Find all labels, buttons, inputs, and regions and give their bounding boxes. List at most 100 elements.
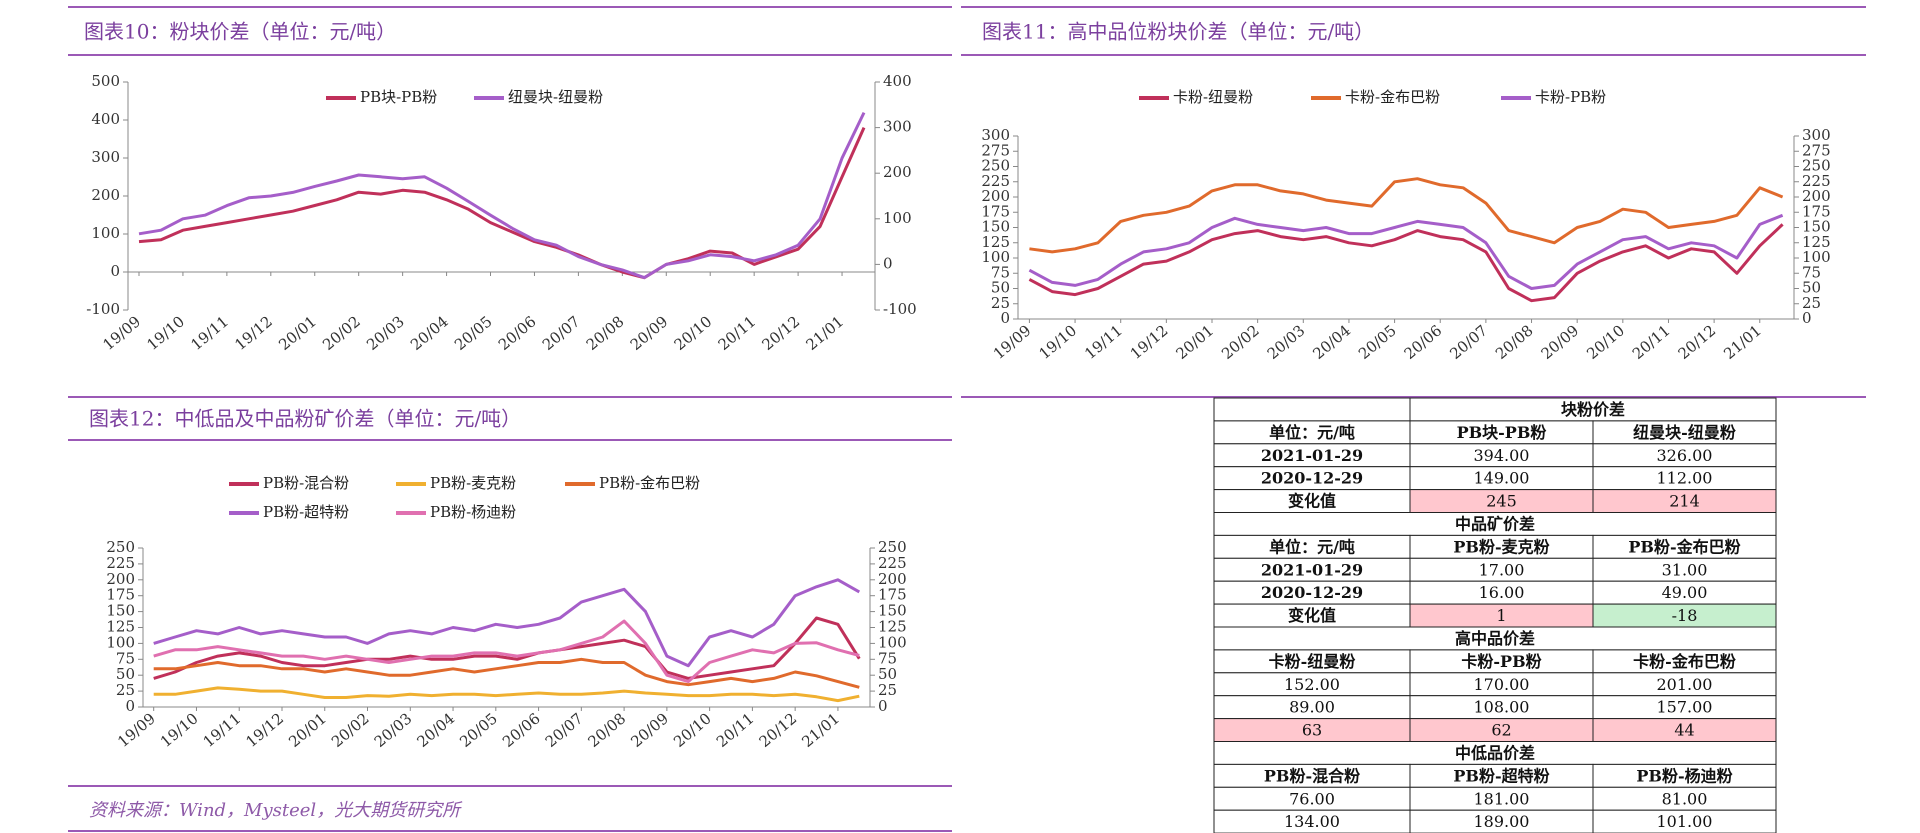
table-cell-text: 157.00 <box>1657 698 1713 717</box>
table-cell-text: 76.00 <box>1289 789 1335 808</box>
table-cell-text: 245 <box>1486 492 1517 511</box>
y-tick-label: 250 <box>981 157 1010 175</box>
y2-tick-label: 250 <box>878 538 907 556</box>
x-tick-label: 20/08 <box>583 312 628 354</box>
y-tick-label: 50 <box>116 665 135 683</box>
table-cell-text: 高中品价差 <box>1455 629 1535 648</box>
y2-tick-label: 300 <box>1802 126 1831 144</box>
y2-tick-label: 275 <box>1802 141 1831 159</box>
table-cell-text: 89.00 <box>1289 698 1335 717</box>
y-tick-label: 75 <box>116 649 135 667</box>
y2-tick-label: 225 <box>878 554 907 572</box>
y2-tick-label: 75 <box>878 649 897 667</box>
table-cell-text: 31.00 <box>1662 560 1708 579</box>
y-tick-label: 225 <box>106 554 135 572</box>
table-cell-text: 卡粉-PB粉 <box>1461 652 1541 671</box>
x-tick-label: 20/06 <box>499 709 544 751</box>
x-tick-label: 20/03 <box>363 312 408 354</box>
table-cell-text: PB粉-混合粉 <box>1264 766 1360 785</box>
y2-tick-label: 200 <box>1802 187 1831 205</box>
legend-label: 卡粉-纽曼粉 <box>1173 88 1253 106</box>
x-tick-label: 20/05 <box>451 312 496 354</box>
table-cell-text: 63 <box>1302 721 1322 740</box>
table-cell-text: 181.00 <box>1474 789 1530 808</box>
table-cell-text: 卡粉-纽曼粉 <box>1269 652 1356 671</box>
y2-tick-label: 175 <box>1802 202 1831 220</box>
table-cell-text: 49.00 <box>1662 583 1708 602</box>
y2-tick-label: 400 <box>883 72 912 90</box>
y-tick-label: 225 <box>981 172 1010 190</box>
y-tick-label: -100 <box>86 300 120 318</box>
y2-tick-label: 25 <box>1802 294 1821 312</box>
table-cell-text: 纽曼块-纽曼粉 <box>1633 423 1736 442</box>
legend-label: 纽曼块-纽曼粉 <box>508 88 603 106</box>
x-tick-label: 20/04 <box>1309 321 1354 363</box>
table-cell-text: 单位：元/吨 <box>1269 423 1355 442</box>
chart-title: 图表12：中低品及中品粉矿价差（单位：元/吨） <box>89 407 521 431</box>
y2-tick-label: 125 <box>878 618 907 636</box>
x-tick-label: 20/02 <box>328 709 373 751</box>
legend-label: PB粉-杨迪粉 <box>430 503 516 521</box>
table-cell-text: 卡粉-金布巴粉 <box>1633 652 1736 671</box>
x-tick-label: 19/10 <box>157 709 202 751</box>
y2-tick-label: -100 <box>883 300 917 318</box>
y-tick-label: 150 <box>106 602 135 620</box>
y-tick-label: 200 <box>106 570 135 588</box>
y2-tick-label: 100 <box>883 209 912 227</box>
x-tick-label: 20/09 <box>627 709 672 751</box>
x-tick-label: 19/11 <box>1081 321 1126 363</box>
x-tick-label: 20/10 <box>1583 321 1628 363</box>
series-line <box>153 686 860 703</box>
y-tick-label: 0 <box>1000 309 1010 327</box>
table-cell-text: 变化值 <box>1288 606 1336 625</box>
x-tick-label: 20/07 <box>1446 321 1491 363</box>
x-tick-label: 19/12 <box>1127 321 1172 363</box>
table-cell-text: 108.00 <box>1474 698 1530 717</box>
series-line <box>1028 213 1784 290</box>
y2-tick-label: 50 <box>1802 279 1821 297</box>
y-tick-label: 75 <box>991 263 1010 281</box>
x-tick-label: 20/11 <box>1629 321 1674 363</box>
series-line <box>153 619 860 684</box>
x-tick-label: 20/12 <box>759 312 804 354</box>
y-tick-label: 250 <box>106 538 135 556</box>
y2-tick-label: 125 <box>1802 233 1831 251</box>
table-cell-text: 201.00 <box>1657 675 1713 694</box>
legend-label: PB粉-超特粉 <box>263 503 349 521</box>
table-cell-text: 81.00 <box>1662 789 1708 808</box>
x-tick-label: 20/11 <box>715 312 760 354</box>
x-tick-label: 20/01 <box>1172 321 1217 363</box>
table-cell <box>1213 397 1411 422</box>
table-cell-text: 块粉价差 <box>1561 400 1625 419</box>
series-line <box>138 111 866 280</box>
y2-tick-label: 200 <box>878 570 907 588</box>
x-tick-label: 20/12 <box>1675 321 1720 363</box>
x-tick-label: 19/11 <box>200 709 245 751</box>
y2-tick-label: 175 <box>878 586 907 604</box>
table-cell-text: PB块-PB粉 <box>1457 423 1547 442</box>
table-cell-text: 326.00 <box>1657 446 1713 465</box>
x-tick-label: 20/04 <box>413 709 458 751</box>
y-tick-label: 125 <box>981 233 1010 251</box>
y-tick-label: 25 <box>991 294 1010 312</box>
table-cell-text: 214 <box>1669 492 1700 511</box>
x-tick-label: 20/11 <box>713 709 758 751</box>
y2-tick-label: 150 <box>878 602 907 620</box>
x-tick-label: 19/09 <box>990 321 1035 363</box>
y2-tick-label: 225 <box>1802 172 1831 190</box>
x-tick-label: 21/01 <box>1720 321 1765 363</box>
table-cell-text: 17.00 <box>1479 560 1525 579</box>
y2-tick-label: 0 <box>883 254 893 272</box>
y-tick-label: 200 <box>981 187 1010 205</box>
y-tick-label: 500 <box>91 72 120 90</box>
y2-tick-label: 100 <box>1802 248 1831 266</box>
x-tick-label: 20/07 <box>542 709 587 751</box>
x-tick-label: 19/09 <box>99 312 144 354</box>
y2-tick-label: 0 <box>878 697 888 715</box>
table-cell-text: 62 <box>1491 721 1511 740</box>
table-cell-text: 149.00 <box>1474 469 1530 488</box>
series-line <box>138 126 866 280</box>
table-cell-text: PB粉-麦克粉 <box>1453 537 1549 556</box>
table-cell-text: 单位：元/吨 <box>1269 537 1355 556</box>
y-tick-label: 175 <box>981 202 1010 220</box>
